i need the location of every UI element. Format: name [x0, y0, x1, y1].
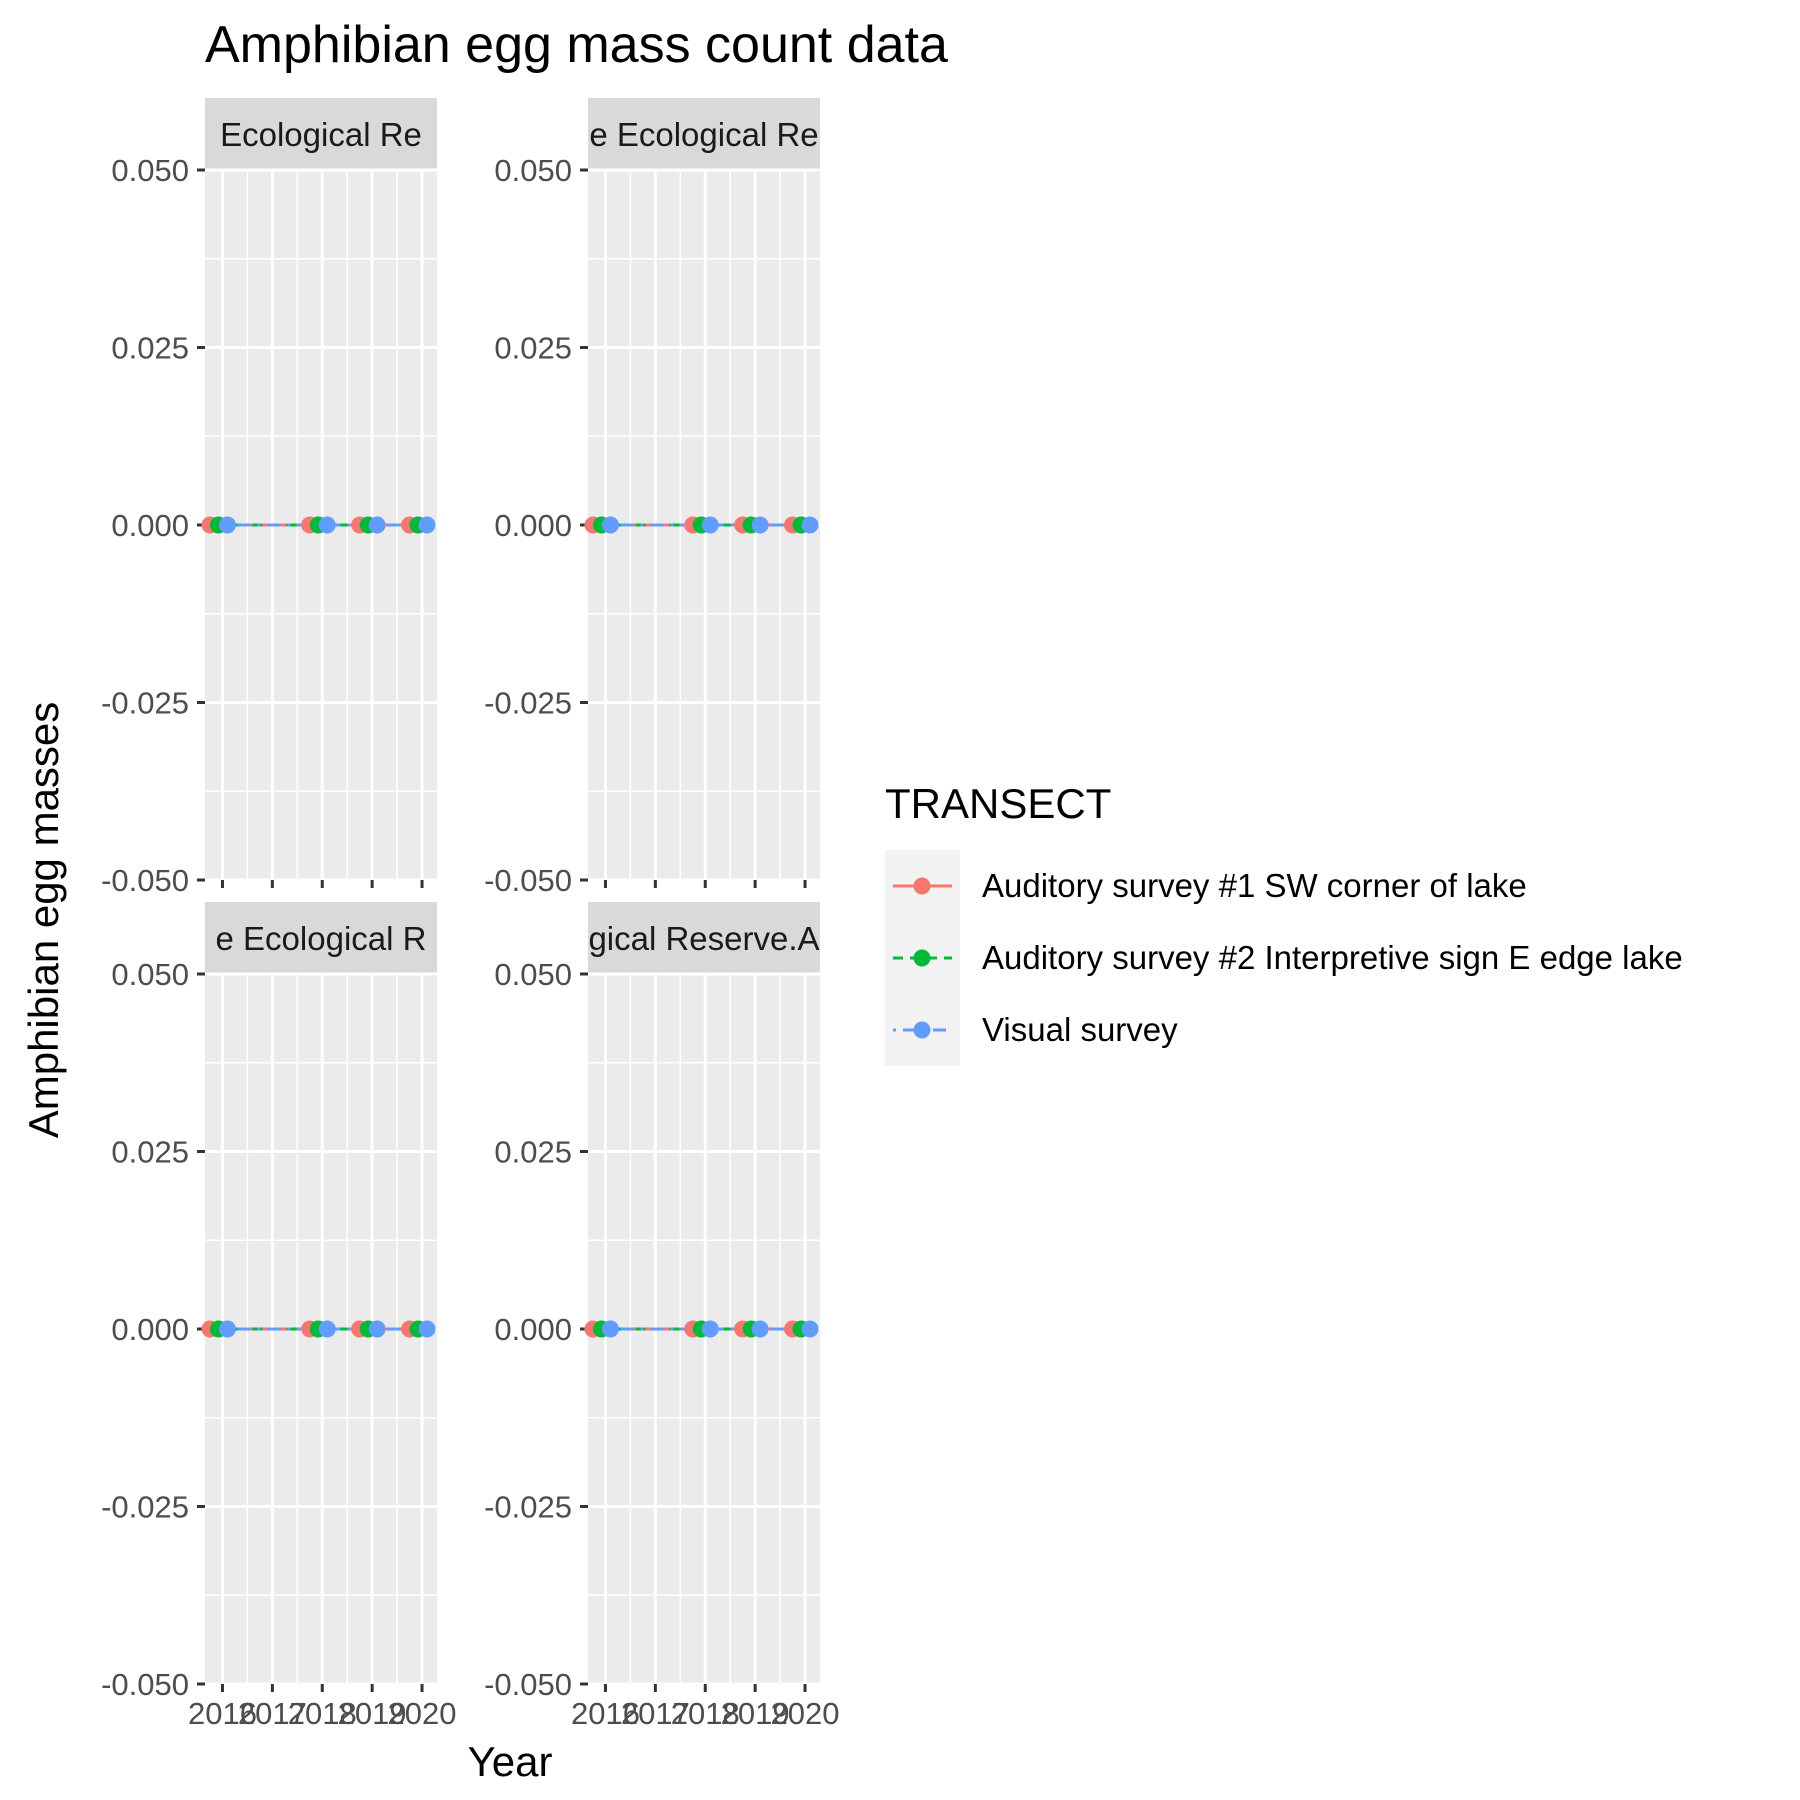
legend: TRANSECT Auditory survey #1 SW corner of… — [885, 780, 1683, 1066]
y-tick-label: 0.050 — [494, 153, 572, 188]
legend-key-point — [913, 1021, 931, 1039]
y-tick-label: -0.050 — [484, 1667, 572, 1702]
data-point — [751, 1320, 769, 1338]
data-point — [801, 516, 819, 534]
x-tick-label: 2019 — [338, 1696, 407, 1731]
x-tick-label: 2020 — [771, 1696, 840, 1731]
data-point — [701, 1320, 719, 1338]
data-point — [218, 516, 236, 534]
legend-key-point — [913, 877, 931, 895]
facet-panel: e Ecological Re -0.050 -0.025 0.000 0.025 0.0… — [484, 98, 820, 898]
legend-item: Auditory survey #2 Interpretive sign E e… — [893, 939, 1683, 976]
facet-strip-label: gical Reserve.A — [588, 920, 819, 957]
legend-item: Auditory survey #1 SW corner of lake — [893, 867, 1527, 904]
facet-strip — [588, 902, 820, 974]
y-tick-label: -0.050 — [101, 863, 189, 898]
legend-key-point — [913, 949, 931, 967]
y-tick-label: 0.050 — [111, 153, 189, 188]
chart-title: Amphibian egg mass count data — [205, 16, 948, 74]
y-tick-label: -0.025 — [101, 686, 189, 721]
y-tick-label: 0.000 — [494, 508, 572, 543]
data-point — [318, 516, 336, 534]
data-point — [751, 516, 769, 534]
facet-strip — [588, 98, 820, 170]
y-tick-label: 0.025 — [111, 1135, 189, 1170]
x-tick-label: 2017 — [621, 1696, 690, 1731]
facet-panels: Ecological Re -0.050 -0.025 0.000 0.025 0.050… — [101, 98, 840, 1731]
facet-strip-label: Ecological Re — [220, 116, 422, 153]
y-tick-label: 0.025 — [494, 331, 572, 366]
data-point — [418, 516, 436, 534]
facet-panel: e Ecological R -0.050 -0.025 0.000 0.025 0.05… — [101, 902, 457, 1731]
legend-label: Visual survey — [982, 1011, 1178, 1048]
x-tick-label: 2018 — [671, 1696, 740, 1731]
legend-label: Auditory survey #1 SW corner of lake — [982, 867, 1527, 904]
legend-label: Auditory survey #2 Interpretive sign E e… — [982, 939, 1683, 976]
y-tick-label: -0.025 — [484, 686, 572, 721]
data-point — [318, 1320, 336, 1338]
data-point — [368, 516, 386, 534]
y-tick-label: 0.000 — [111, 508, 189, 543]
facet-strip — [205, 902, 437, 974]
facet-strip-label: e Ecological R — [216, 920, 427, 957]
facet-panel: Ecological Re -0.050 -0.025 0.000 0.025 0.050 — [101, 98, 437, 898]
legend-title: TRANSECT — [885, 780, 1111, 827]
y-tick-label: 0.050 — [111, 957, 189, 992]
y-tick-label: -0.025 — [484, 1490, 572, 1525]
x-tick-label: 2020 — [388, 1696, 457, 1731]
x-tick-label: 2019 — [721, 1696, 790, 1731]
facet-strip — [205, 98, 437, 170]
y-axis-title: Amphibian egg masses — [20, 702, 67, 1139]
data-point — [368, 1320, 386, 1338]
legend-items: Auditory survey #1 SW corner of lake Audi… — [893, 867, 1683, 1048]
y-tick-label: 0.025 — [494, 1135, 572, 1170]
y-tick-label: 0.000 — [494, 1312, 572, 1347]
x-tick-label: 2018 — [288, 1696, 357, 1731]
x-axis-title: Year — [468, 1738, 553, 1785]
x-tick-label: 2016 — [188, 1696, 257, 1731]
facet-strip-label: e Ecological Re — [589, 116, 818, 153]
data-point — [601, 516, 619, 534]
y-tick-label: -0.050 — [101, 1667, 189, 1702]
data-point — [801, 1320, 819, 1338]
data-point — [218, 1320, 236, 1338]
data-point — [418, 1320, 436, 1338]
data-point — [601, 1320, 619, 1338]
legend-item: Visual survey — [893, 1011, 1178, 1048]
y-tick-label: -0.050 — [484, 863, 572, 898]
x-tick-label: 2016 — [571, 1696, 640, 1731]
y-tick-label: 0.050 — [494, 957, 572, 992]
y-tick-label: 0.025 — [111, 331, 189, 366]
y-tick-label: -0.025 — [101, 1490, 189, 1525]
x-tick-label: 2017 — [238, 1696, 307, 1731]
y-tick-label: 0.000 — [111, 1312, 189, 1347]
data-point — [701, 516, 719, 534]
facet-panel: gical Reserve.A -0.050 -0.025 0.000 0.025 0.0… — [484, 902, 840, 1731]
